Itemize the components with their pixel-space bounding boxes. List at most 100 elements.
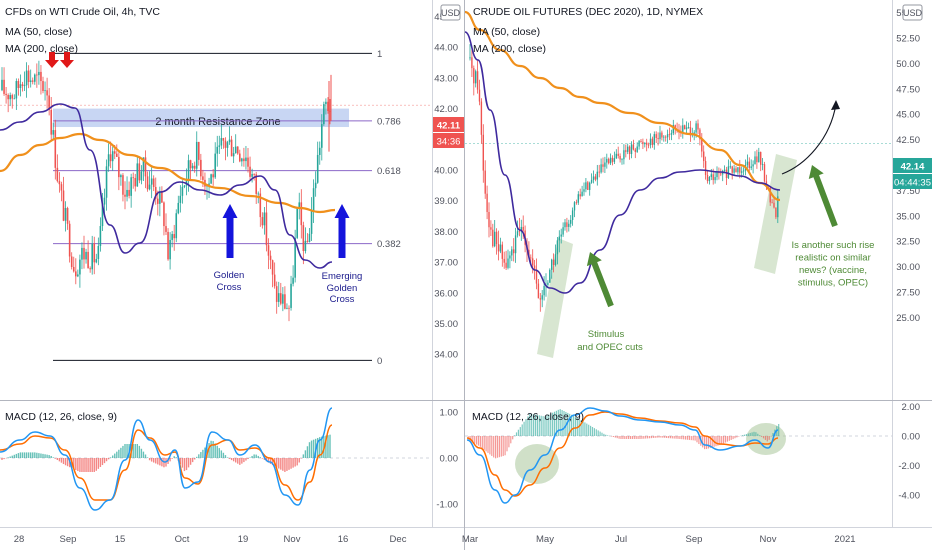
macd-hist-bar bbox=[46, 455, 47, 458]
candle-body bbox=[561, 235, 562, 237]
macd-hist-bar bbox=[147, 457, 148, 458]
fib-label: 0.382 bbox=[377, 239, 401, 250]
candle-body bbox=[61, 184, 63, 190]
macd-hist-bar bbox=[520, 427, 521, 436]
macd-hist-bar bbox=[51, 456, 52, 458]
candle-body bbox=[543, 286, 544, 295]
macd-hist-bar bbox=[63, 458, 64, 464]
macd-hist-bar bbox=[14, 455, 15, 458]
macd-hist-bar bbox=[202, 450, 203, 458]
candle-body bbox=[325, 102, 327, 104]
macd-hist-bar bbox=[176, 457, 177, 458]
left-macd-y-tick: 1.00 bbox=[440, 408, 459, 419]
candle-body bbox=[20, 84, 22, 88]
candle-body bbox=[578, 194, 579, 202]
macd-hist-bar bbox=[474, 436, 475, 443]
candle-body bbox=[210, 174, 212, 183]
candle-body bbox=[623, 150, 624, 159]
macd-hist-bar bbox=[256, 455, 257, 458]
candle-body bbox=[657, 138, 658, 139]
macd-hist-bar bbox=[676, 436, 677, 439]
candle-body bbox=[625, 150, 626, 152]
candle-body bbox=[52, 130, 54, 135]
question-label: realistic on similar bbox=[795, 253, 871, 264]
candle-body bbox=[773, 203, 774, 208]
macd-hist-bar bbox=[495, 436, 496, 458]
right-y-tick-label: 50.00 bbox=[896, 59, 920, 70]
candle-body bbox=[216, 147, 218, 154]
candle-body bbox=[57, 168, 59, 181]
candle-body bbox=[108, 154, 110, 166]
stimulus-label: and OPEC cuts bbox=[577, 342, 643, 353]
candle-body bbox=[231, 140, 233, 157]
candle-body bbox=[589, 183, 590, 190]
macd-hist-bar bbox=[622, 436, 623, 439]
candle-body bbox=[513, 249, 514, 253]
candle-body bbox=[646, 143, 647, 145]
macd-hist-bar bbox=[584, 422, 585, 436]
macd-hist-bar bbox=[247, 458, 248, 459]
candle-body bbox=[26, 71, 28, 86]
macd-hist-bar bbox=[600, 432, 601, 436]
candle-body bbox=[737, 167, 738, 172]
candle-body bbox=[75, 271, 77, 276]
candle-body bbox=[549, 270, 550, 283]
emerging-cross-label: Cross bbox=[330, 294, 355, 305]
candle-body bbox=[618, 154, 619, 156]
macd-hist-bar bbox=[292, 458, 293, 468]
macd-hist-bar bbox=[704, 436, 705, 449]
candle-body bbox=[490, 227, 491, 229]
macd-hist-bar bbox=[221, 450, 222, 458]
candle-body bbox=[555, 254, 556, 265]
macd-hist-bar bbox=[750, 433, 751, 436]
candle-body bbox=[18, 81, 20, 88]
candle-body bbox=[720, 173, 721, 174]
macd-hist-bar bbox=[596, 429, 597, 436]
right-macd-y-tick: -2.00 bbox=[898, 461, 920, 472]
macd-hist-bar bbox=[706, 436, 707, 449]
candle-body bbox=[280, 293, 282, 304]
candle-body bbox=[614, 158, 615, 162]
macd-hist-bar bbox=[505, 436, 506, 455]
macd-hist-bar bbox=[100, 458, 101, 467]
macd-hist-bar bbox=[696, 436, 697, 442]
macd-hist-bar bbox=[681, 436, 682, 439]
candle-body bbox=[697, 123, 698, 129]
right-x-tick-label: May bbox=[536, 534, 554, 545]
candle-body bbox=[178, 203, 180, 213]
candle-body bbox=[648, 145, 649, 146]
candle-body bbox=[55, 130, 57, 168]
candle-body bbox=[87, 252, 89, 268]
candle-body bbox=[479, 90, 480, 102]
macd-hist-bar bbox=[588, 425, 589, 436]
macd-hist-bar bbox=[157, 458, 158, 464]
candle-body bbox=[128, 190, 130, 196]
candle-body bbox=[180, 196, 182, 203]
macd-hist-bar bbox=[149, 458, 150, 460]
macd-hist-bar bbox=[186, 458, 187, 470]
right-x-tick-label: Mar bbox=[462, 534, 478, 545]
right-y-tick-label: 45.00 bbox=[896, 110, 920, 121]
macd-hist-bar bbox=[634, 436, 635, 439]
macd-hist-bar bbox=[638, 436, 639, 439]
macd-hist-bar bbox=[761, 436, 762, 437]
macd-hist-bar bbox=[108, 458, 109, 459]
macd-hist-bar bbox=[104, 458, 105, 463]
resistance-zone-label: 2 month Resistance Zone bbox=[155, 116, 280, 128]
candle-body bbox=[91, 244, 93, 270]
candle-body bbox=[743, 170, 744, 171]
right-x-tick-label: 2021 bbox=[834, 534, 855, 545]
candle-body bbox=[602, 164, 603, 166]
macd-hist-bar bbox=[590, 426, 591, 436]
golden-cross-label: Cross bbox=[217, 282, 242, 293]
candle-body bbox=[319, 148, 321, 155]
candle-body bbox=[509, 255, 510, 258]
candle-body bbox=[688, 127, 689, 128]
macd-hist-bar bbox=[598, 430, 599, 436]
candle-body bbox=[196, 142, 198, 169]
candle-body bbox=[481, 102, 482, 135]
candle-body bbox=[243, 159, 245, 162]
candle-body bbox=[167, 232, 169, 259]
macd-hist-bar bbox=[26, 452, 27, 458]
